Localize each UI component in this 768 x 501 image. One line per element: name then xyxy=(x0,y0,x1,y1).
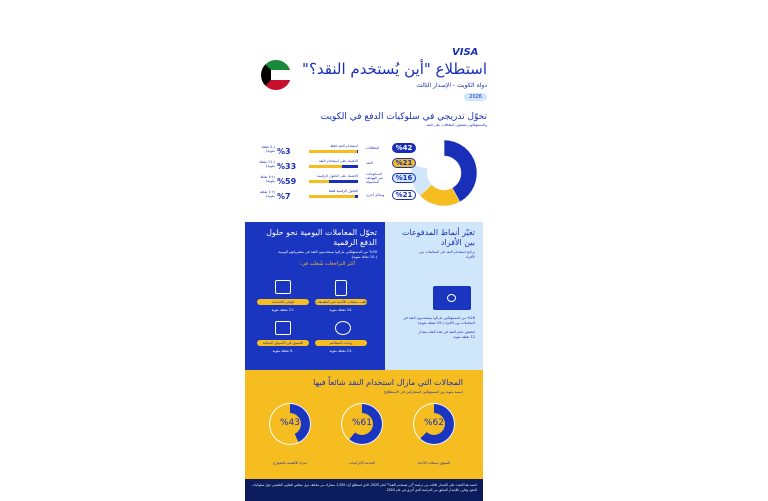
row-pct: %33 xyxy=(277,162,297,171)
item-label: طلب منتجات الأغذية عبر التطبيقات xyxy=(315,299,367,305)
row-points: (+1 نقطة مئوية) xyxy=(259,190,275,198)
legend-cash: %21 النقد xyxy=(366,158,416,168)
label: النقد xyxy=(366,161,373,165)
section1-title: تحوّل تدريجي في سلوكيات الدفع في الكويت xyxy=(320,112,487,122)
behavior-row: الاعتماد على استخدام النقد %33 (-11 نقطة… xyxy=(253,159,358,174)
behavior-row: الاعتماد على الحلول الرقمية %59 (+4 نقاط… xyxy=(253,174,358,189)
section1-subtitle: والمستهلكون يفضلون البطاقات على النقد xyxy=(426,123,487,127)
ring-pct: %43 xyxy=(279,418,300,428)
row-bar xyxy=(309,150,358,153)
item-label: فواتير الخدمات xyxy=(257,299,309,305)
ring-label: التسوّق بمحلات الأحياء xyxy=(417,461,451,465)
section3-note: انخفض حجم النقد في هذه الفئة بمقدار 12 ن… xyxy=(418,330,475,339)
cash-areas-panel: المجالات التي مازال استخدام النقد شائعاً… xyxy=(245,370,483,479)
footer-text: اعتمد هذا البحث على الإصدار الثالث من در… xyxy=(252,483,477,492)
pct: %42 xyxy=(392,143,416,153)
phone-food-icon xyxy=(335,280,347,296)
ring-gauge xyxy=(269,403,311,445)
ring-gauge xyxy=(413,403,455,445)
label: وسائل أخرى xyxy=(366,193,385,197)
row-points: (+4 نقاط مئوية) xyxy=(260,175,275,183)
market-icon xyxy=(275,321,291,335)
behavior-row: استخدام النقد فقط %3 (-2 نقطة مئوية) xyxy=(253,144,358,159)
pct: %21 xyxy=(392,158,416,168)
item-change: -21 نقطة مئوية xyxy=(271,308,295,312)
ring-pct: %62 xyxy=(423,418,444,428)
behavior-row: الحلول الرقمية فقط %7 (+1 نقطة مئوية) xyxy=(253,189,358,204)
ring-gauge xyxy=(341,403,383,445)
row-pct: %7 xyxy=(277,192,291,201)
section4-title: المجالات التي مازال استخدام النقد شائعاً… xyxy=(313,378,463,387)
legend-other: %21 وسائل أخرى xyxy=(366,190,416,200)
label: المدفوعات عبر الهواتف المحمولة xyxy=(366,172,384,184)
year-badge: 2026 xyxy=(464,93,487,101)
payment-donut-chart xyxy=(410,139,478,207)
row-label: الحلول الرقمية فقط xyxy=(328,189,358,193)
pct: %21 xyxy=(392,190,416,200)
infographic: VISA استطلاع "أين يُستخدم النقد؟" دولة ا… xyxy=(245,30,520,501)
section3-subtitle: تراجع استخدام النقد في المعاملات بين الأ… xyxy=(419,250,475,259)
row-bar-fill xyxy=(354,195,358,198)
row-bar xyxy=(309,195,358,198)
ring-pct: %61 xyxy=(351,418,372,428)
section2-sub: أكثر التراجعات شُجلت في: xyxy=(299,261,355,267)
donut-segment xyxy=(411,139,445,170)
pct: %16 xyxy=(392,173,416,183)
page-title: استطلاع "أين يُستخدم النقد؟" xyxy=(302,60,487,78)
item-change: -13 نقطة مئوية xyxy=(329,349,353,353)
legend-mobile: %16 المدفوعات عبر الهواتف المحمولة xyxy=(366,172,416,184)
ring-label: شراء الأطعمة بالشوارع xyxy=(273,461,307,465)
legend-cards: %42 البطاقات xyxy=(366,143,416,153)
section2-title: تحوّل المعاملات اليومية نحو حلول الدفع ا… xyxy=(266,228,377,247)
row-points: (-11 نقطة مئوية) xyxy=(259,160,275,168)
row-bar xyxy=(309,180,358,183)
bill-icon xyxy=(275,280,291,294)
p2p-panel: تغيّر أنماط المدفوعات بين الأفراد تراجع … xyxy=(385,222,483,370)
footer-note: اعتمد هذا البحث على الإصدار الثالث من در… xyxy=(245,479,483,501)
restaurant-icon xyxy=(335,321,351,335)
row-bar-fill xyxy=(329,180,358,183)
row-bar-fill xyxy=(356,150,358,153)
row-bar xyxy=(309,165,358,168)
item-label: التسوق في الأسواق المحلية xyxy=(257,340,309,346)
section2-desc: %30 من المستهلكين مازالوا يستخدمون النقد… xyxy=(278,250,377,259)
ring-label: الخدمة الإكراميات xyxy=(349,461,375,465)
row-pct: %3 xyxy=(277,147,291,156)
item-change: -24 نقطة مئوية xyxy=(329,308,353,312)
row-pct: %59 xyxy=(277,177,297,186)
banknote-icon xyxy=(433,286,471,310)
label: البطاقات xyxy=(366,146,380,150)
row-label: الاعتماد على الحلول الرقمية xyxy=(317,174,358,178)
row-label: استخدام النقد فقط xyxy=(330,144,358,148)
section3-title: تغيّر أنماط المدفوعات بين الأفراد xyxy=(401,228,475,247)
row-label: الاعتماد على استخدام النقد xyxy=(318,159,358,163)
page-subtitle: دولة الكويت - الإصدار الثالث xyxy=(416,82,487,89)
section3-stat: %28 من المستهلكين مازالوا يستخدمون النقد… xyxy=(403,316,475,325)
section4-subtitle: (نسبة مئوية من المستهلكين المشاركين في ا… xyxy=(383,390,463,394)
visa-logo: VISA xyxy=(452,47,479,58)
item-label: وجبات المطاعم xyxy=(315,340,367,346)
row-points: (-2 نقطة مئوية) xyxy=(261,145,275,153)
kuwait-flag-icon xyxy=(261,60,291,90)
daily-transactions-panel: تحوّل المعاملات اليومية نحو حلول الدفع ا… xyxy=(245,222,385,370)
row-bar-fill xyxy=(341,165,358,168)
donut-segment xyxy=(443,139,478,203)
item-change: -9 نقطة مئوية xyxy=(272,349,294,353)
